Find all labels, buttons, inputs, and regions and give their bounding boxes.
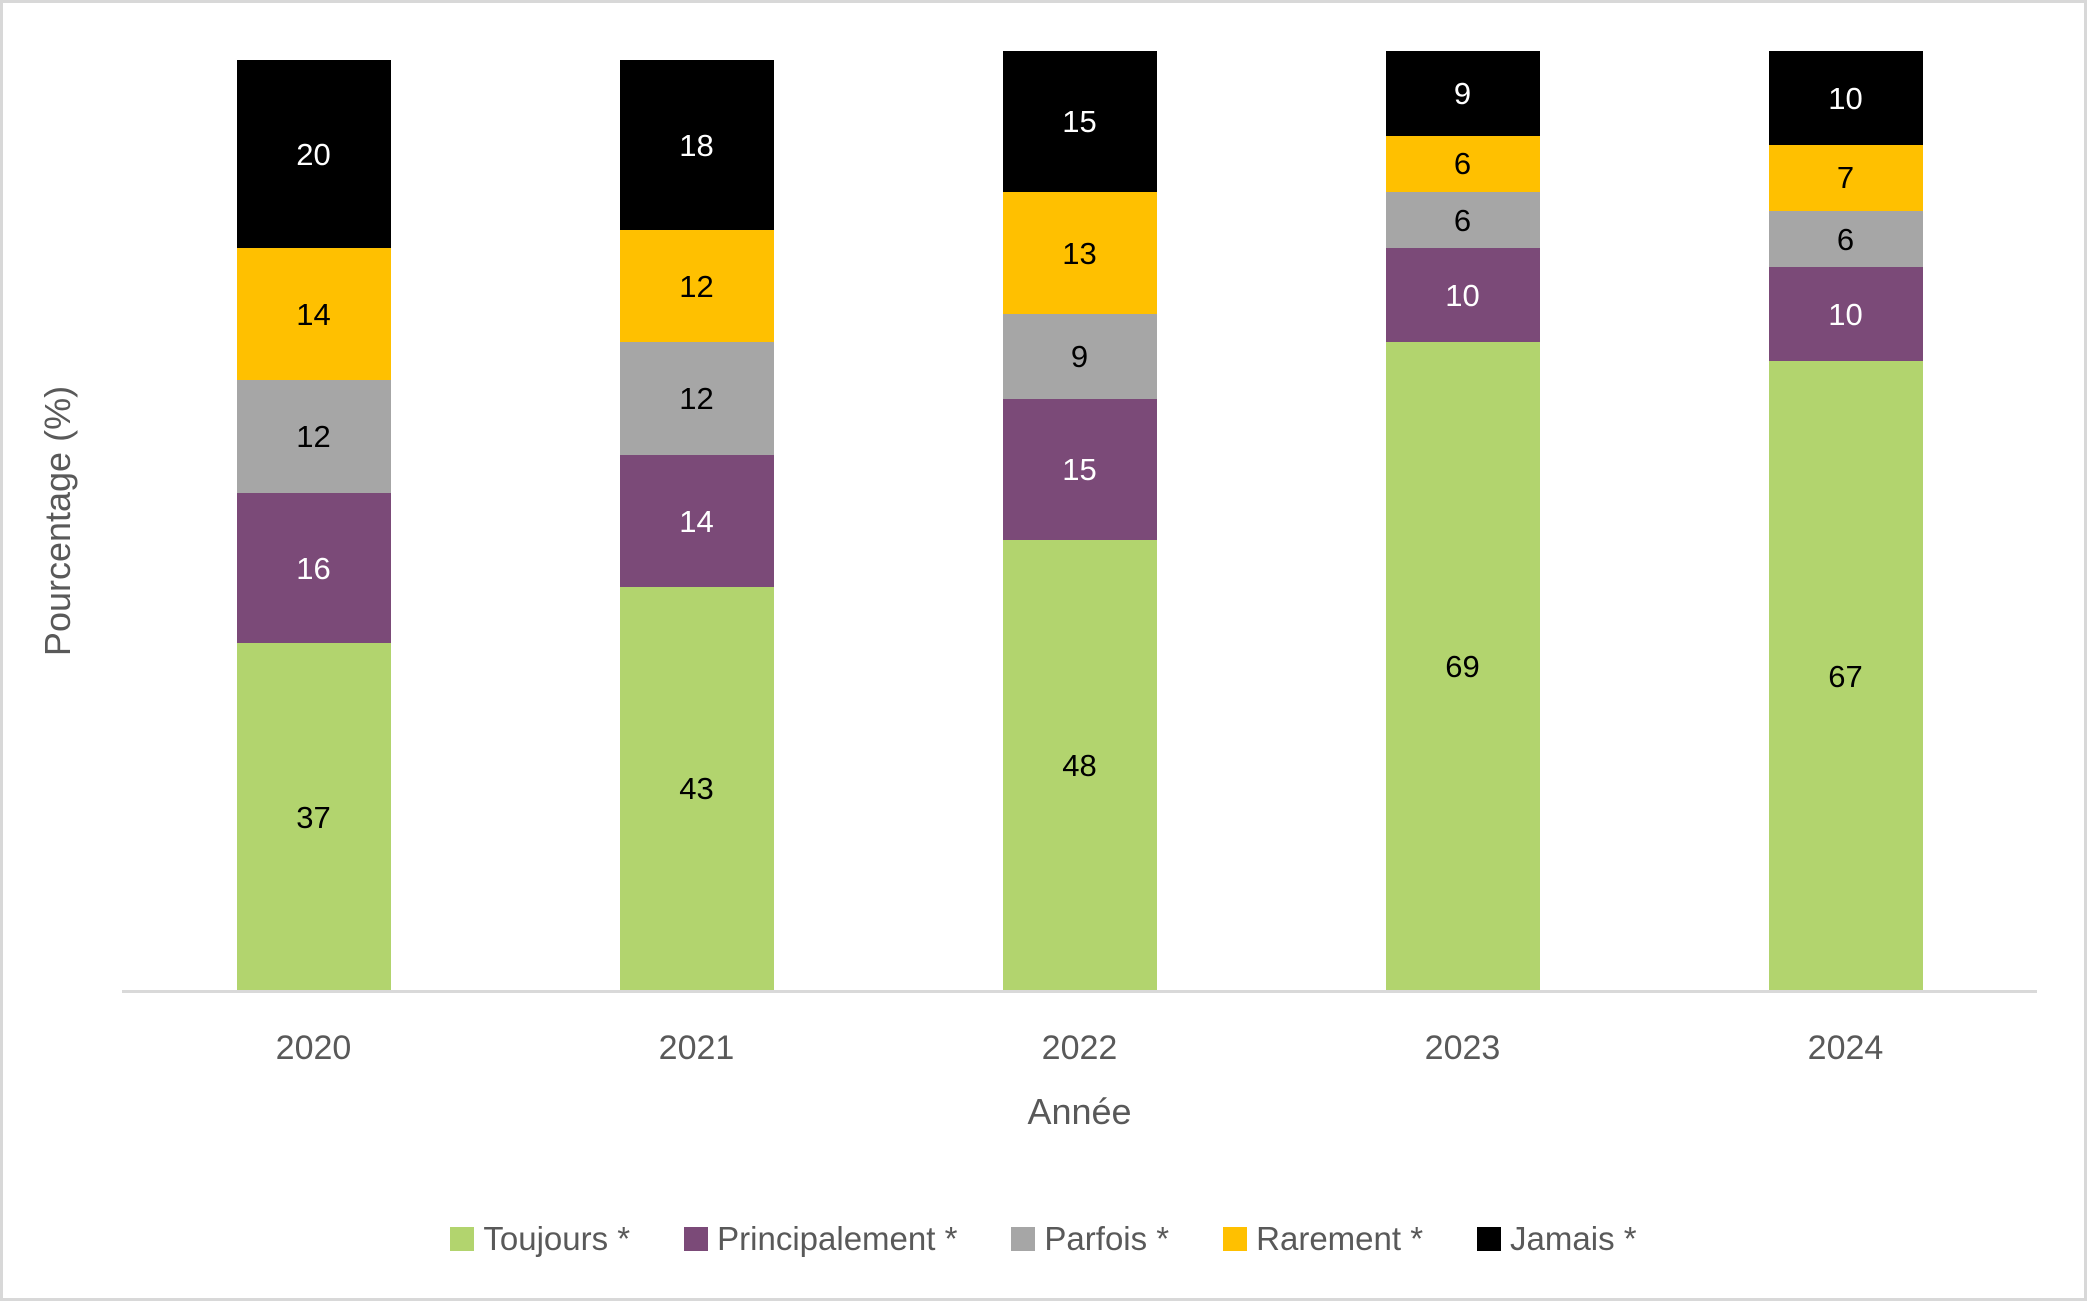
segment-toujours-2020[interactable]: 37 xyxy=(236,643,391,991)
data-label-rarement-2023: 6 xyxy=(1453,146,1472,182)
data-label-jamais-2020: 20 xyxy=(296,136,331,172)
segment-rarement-2023[interactable]: 6 xyxy=(1385,135,1540,193)
legend-label-principalement: Principalement * xyxy=(717,1220,958,1257)
legend-item-toujours[interactable]: Toujours * xyxy=(450,1220,630,1258)
legend-marker-rarement xyxy=(1223,1227,1248,1251)
legend-marker-jamais xyxy=(1477,1227,1502,1251)
data-label-principalement-2020: 16 xyxy=(296,550,331,586)
data-label-toujours-2020: 37 xyxy=(296,799,331,835)
segment-parfois-2021[interactable]: 12 xyxy=(619,342,774,456)
segment-parfois-2020[interactable]: 12 xyxy=(236,380,391,493)
segment-jamais-2023[interactable]: 9 xyxy=(1385,51,1540,136)
data-label-principalement-2024: 10 xyxy=(1828,296,1863,332)
data-label-parfois-2021: 12 xyxy=(679,381,714,417)
x-axis-title: Année xyxy=(1027,1091,1132,1132)
segment-rarement-2020[interactable]: 14 xyxy=(236,248,391,381)
data-label-toujours-2022: 48 xyxy=(1062,747,1097,783)
segment-parfois-2024[interactable]: 6 xyxy=(1768,210,1923,268)
segment-rarement-2024[interactable]: 7 xyxy=(1768,145,1923,211)
legend-item-parfois[interactable]: Parfois * xyxy=(1011,1220,1169,1258)
segment-principalement-2020[interactable]: 16 xyxy=(236,492,391,644)
segment-parfois-2023[interactable]: 6 xyxy=(1385,192,1540,249)
data-label-jamais-2024: 10 xyxy=(1828,80,1863,116)
data-label-jamais-2022: 15 xyxy=(1062,104,1097,140)
x-tick-2022: 2022 xyxy=(1041,1029,1118,1067)
segment-jamais-2020[interactable]: 20 xyxy=(236,60,391,249)
legend-marker-toujours xyxy=(450,1227,475,1251)
segment-toujours-2024[interactable]: 67 xyxy=(1768,361,1923,991)
segment-rarement-2022[interactable]: 13 xyxy=(1002,192,1157,315)
segment-principalement-2022[interactable]: 15 xyxy=(1002,398,1157,540)
legend-label-toujours: Toujours * xyxy=(483,1220,631,1257)
x-axis-ticks: 2020 2021 2022 2023 2024 xyxy=(122,1029,2037,1068)
legend: Toujours * Principalement * Parfois * Rarem… xyxy=(3,1217,2084,1261)
data-label-parfois-2024: 6 xyxy=(1836,221,1855,257)
legend-item-jamais[interactable]: Jamais * xyxy=(1477,1220,1637,1258)
data-label-rarement-2020: 14 xyxy=(296,296,331,332)
x-tick-2024: 2024 xyxy=(1807,1029,1884,1067)
data-label-rarement-2022: 13 xyxy=(1062,235,1097,271)
data-label-principalement-2021: 14 xyxy=(679,503,714,539)
plot-area: 20 14 12 16 37 18 12 12 14 43 15 13 9 15 48 9 6 6 10 69 10 7 6… xyxy=(122,51,2037,991)
segment-parfois-2022[interactable]: 9 xyxy=(1002,314,1157,399)
legend-label-rarement: Rarement * xyxy=(1256,1220,1424,1257)
data-label-jamais-2021: 18 xyxy=(679,127,714,163)
data-label-parfois-2020: 12 xyxy=(296,418,331,454)
segment-principalement-2023[interactable]: 10 xyxy=(1385,248,1540,343)
legend-marker-principalement xyxy=(684,1227,709,1251)
data-label-rarement-2021: 12 xyxy=(679,268,714,304)
data-label-parfois-2023: 6 xyxy=(1453,202,1472,238)
x-tick-2021: 2021 xyxy=(658,1029,735,1067)
x-tick-2023: 2023 xyxy=(1424,1029,1501,1067)
data-label-toujours-2023: 69 xyxy=(1445,649,1480,685)
segment-principalement-2024[interactable]: 10 xyxy=(1768,267,1923,362)
x-axis-line xyxy=(122,990,2037,993)
data-label-principalement-2023: 10 xyxy=(1445,277,1480,313)
bar-2024: 10 7 6 10 67 xyxy=(1768,51,1923,991)
segment-toujours-2023[interactable]: 69 xyxy=(1385,342,1540,991)
legend-item-rarement[interactable]: Rarement * xyxy=(1223,1220,1423,1258)
x-tick-2020: 2020 xyxy=(275,1029,352,1067)
data-label-toujours-2021: 43 xyxy=(679,771,714,807)
bar-2023: 9 6 6 10 69 xyxy=(1385,51,1540,991)
data-label-principalement-2022: 15 xyxy=(1062,451,1097,487)
legend-label-jamais: Jamais * xyxy=(1510,1220,1637,1257)
legend-label-parfois: Parfois * xyxy=(1044,1220,1170,1257)
segment-principalement-2021[interactable]: 14 xyxy=(619,455,774,587)
bar-2020: 20 14 12 16 37 xyxy=(236,60,391,991)
segment-toujours-2021[interactable]: 43 xyxy=(619,586,774,991)
bar-2022: 15 13 9 15 48 xyxy=(1002,51,1157,991)
segment-rarement-2021[interactable]: 12 xyxy=(619,229,774,343)
data-label-toujours-2024: 67 xyxy=(1828,658,1863,694)
segment-jamais-2021[interactable]: 18 xyxy=(619,60,774,230)
data-label-rarement-2024: 7 xyxy=(1836,160,1855,196)
segment-toujours-2022[interactable]: 48 xyxy=(1002,539,1157,991)
legend-item-principalement[interactable]: Principalement * xyxy=(684,1220,957,1258)
segment-jamais-2022[interactable]: 15 xyxy=(1002,51,1157,193)
data-label-parfois-2022: 9 xyxy=(1070,339,1089,375)
bar-2021: 18 12 12 14 43 xyxy=(619,60,774,991)
y-axis-title: Pourcentage (%) xyxy=(37,385,78,657)
segment-jamais-2024[interactable]: 10 xyxy=(1768,51,1923,146)
legend-marker-parfois xyxy=(1011,1227,1036,1251)
data-label-jamais-2023: 9 xyxy=(1453,75,1472,111)
